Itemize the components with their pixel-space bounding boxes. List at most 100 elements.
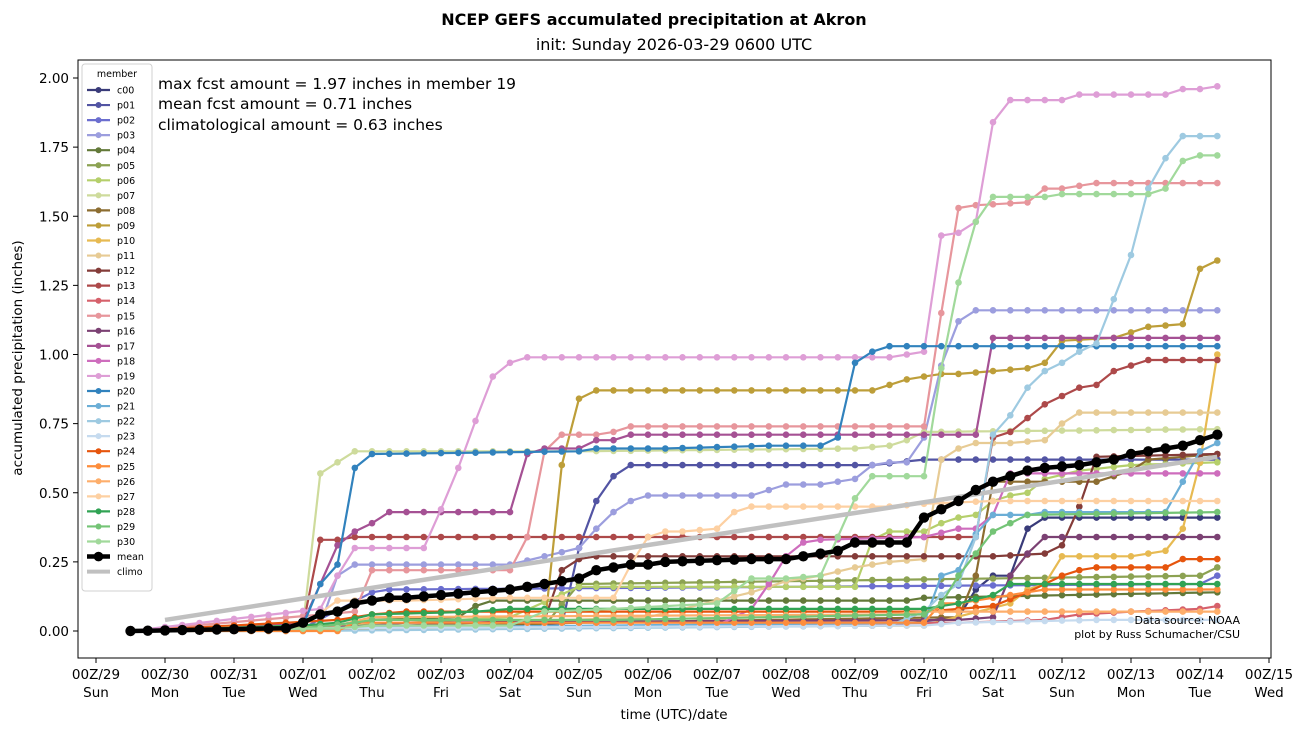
point-mean (1194, 435, 1206, 446)
point-p13 (955, 533, 962, 541)
legend-marker (95, 87, 102, 93)
point-p11 (886, 558, 893, 566)
point-p03 (903, 459, 911, 466)
point-p30 (662, 602, 669, 610)
legend-marker (95, 327, 102, 334)
point-p03 (420, 561, 428, 568)
point-p30 (1024, 193, 1031, 201)
point-p20 (800, 442, 807, 450)
point-mean (211, 624, 222, 635)
point-mean (142, 625, 153, 636)
point-p09 (644, 387, 652, 394)
point-mean (884, 537, 895, 548)
point-p18 (800, 539, 807, 546)
point-p20 (679, 444, 686, 452)
point-p28 (1179, 580, 1187, 588)
legend-marker (95, 297, 102, 304)
point-p12 (989, 553, 997, 560)
point-p04 (903, 597, 911, 604)
y-axis: 0.00 0.25 0.50 0.75 1.00 1.25 1.50 1.75 2.00 (39, 71, 78, 640)
point-p19 (800, 354, 807, 361)
point-p17 (765, 431, 773, 439)
point-p06 (851, 583, 859, 591)
point-p29 (386, 616, 393, 624)
point-c00 (1214, 514, 1221, 521)
point-p09 (1179, 320, 1187, 328)
legend-marker (95, 463, 102, 470)
point-p23 (1214, 616, 1221, 624)
point-p09 (575, 395, 583, 403)
point-p25 (1024, 589, 1031, 596)
point-p07 (1093, 427, 1100, 434)
point-p15 (662, 423, 669, 430)
point-mean (763, 553, 774, 565)
point-p04 (472, 602, 479, 610)
point-p07 (1076, 427, 1083, 434)
x-axis-label: time (UTC)/date (620, 707, 727, 723)
point-p11 (1093, 409, 1100, 416)
point-p25 (748, 619, 755, 626)
point-p01 (765, 461, 773, 469)
x-tick-label-time: 00Z/30 (141, 667, 189, 683)
point-mean (660, 556, 671, 568)
point-p09 (679, 387, 686, 394)
point-p23 (1145, 616, 1152, 624)
legend-item-p18: p18 (87, 356, 135, 367)
point-p20 (455, 449, 462, 457)
point-p25 (1007, 591, 1014, 599)
point-p03 (489, 561, 497, 568)
point-p29 (489, 616, 497, 624)
point-p27 (679, 528, 686, 535)
point-p01 (851, 461, 859, 469)
point-mean (1160, 443, 1171, 454)
point-p11 (869, 561, 876, 568)
point-p13 (593, 533, 600, 541)
x-tick-label-day: Mon (1117, 685, 1145, 701)
point-p28 (748, 605, 755, 613)
point-p23 (1076, 617, 1083, 624)
point-p23 (1007, 618, 1014, 625)
point-p29 (748, 614, 755, 621)
point-p04 (644, 597, 652, 604)
point-p03 (1093, 307, 1100, 314)
point-p27 (1127, 497, 1135, 505)
legend-title: member (97, 69, 137, 80)
point-p12 (627, 553, 635, 560)
point-p20 (1162, 342, 1169, 350)
point-p25 (1196, 586, 1204, 593)
x-tick-label-day: Tue (221, 685, 245, 701)
point-mean (849, 537, 861, 548)
point-p29 (920, 611, 928, 618)
point-p04 (1041, 592, 1049, 599)
point-p03 (989, 307, 997, 314)
point-p13 (765, 533, 773, 541)
point-p27 (1076, 497, 1083, 505)
point-p20 (627, 445, 635, 452)
point-p12 (558, 566, 566, 574)
point-p13 (558, 533, 566, 541)
point-p19 (1110, 91, 1118, 98)
point-p03 (1058, 307, 1066, 314)
point-p30 (386, 622, 393, 629)
point-p28 (765, 605, 773, 613)
point-p14 (1214, 602, 1221, 610)
point-p30 (610, 605, 617, 613)
point-p28 (869, 605, 876, 613)
point-p04 (869, 597, 876, 604)
point-p17 (386, 508, 393, 516)
point-p19 (748, 354, 755, 361)
point-p21 (1179, 478, 1187, 486)
point-p24 (1058, 572, 1066, 579)
point-p09 (1127, 329, 1135, 336)
point-p28 (972, 595, 980, 603)
point-p27 (782, 503, 790, 510)
point-p03 (748, 492, 755, 499)
point-p07 (1058, 427, 1066, 434)
point-p29 (817, 613, 824, 620)
point-p05 (869, 576, 876, 584)
point-p20 (972, 342, 980, 350)
point-p04 (748, 597, 755, 604)
point-p16 (1196, 533, 1204, 541)
point-p15 (386, 566, 393, 574)
point-p28 (1076, 580, 1083, 588)
